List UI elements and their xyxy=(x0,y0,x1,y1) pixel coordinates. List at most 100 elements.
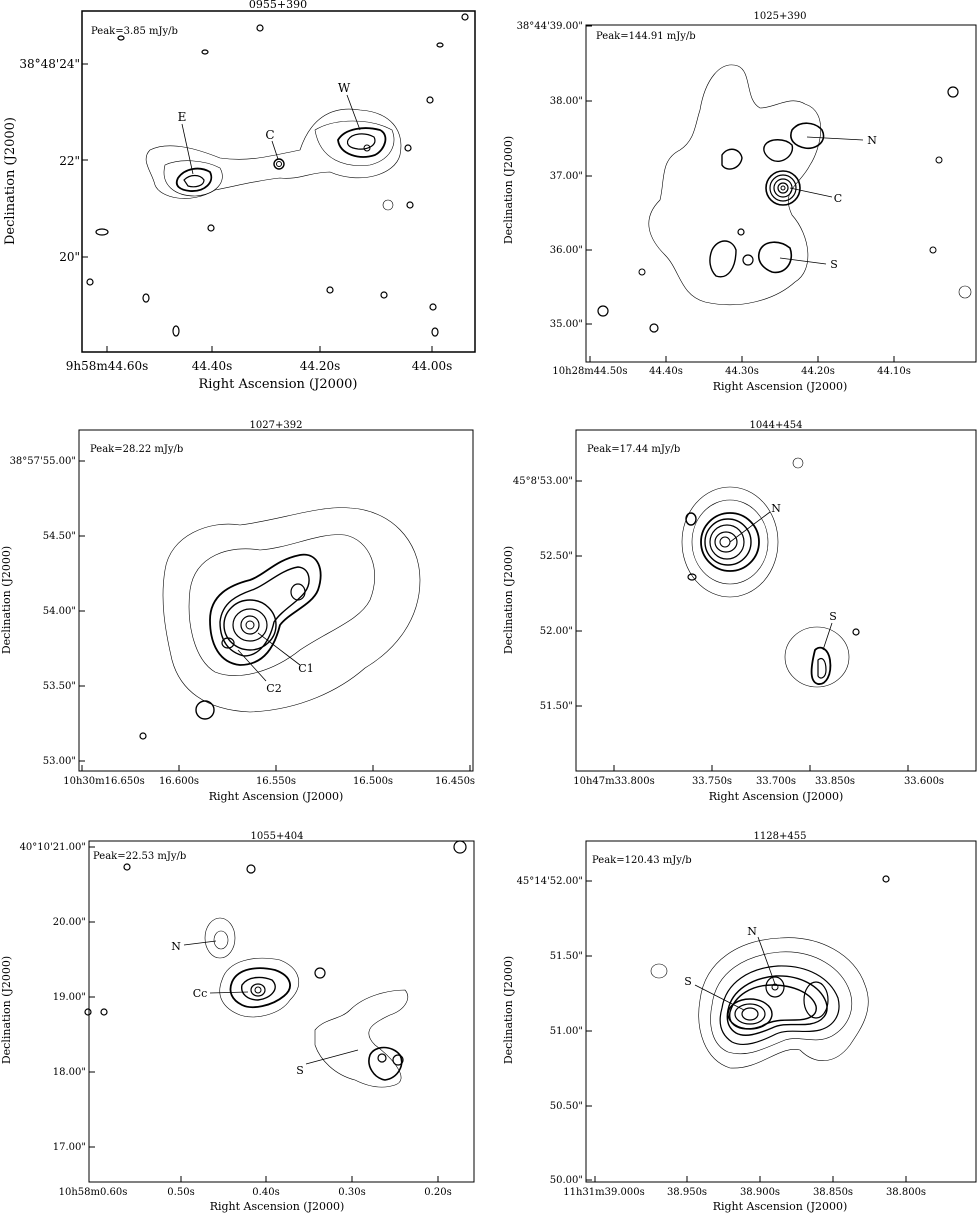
core-contour xyxy=(777,182,789,194)
noise-contour xyxy=(95,228,109,236)
noise-contour xyxy=(142,293,150,303)
component-s-contour xyxy=(810,646,832,685)
x-axis-label: Right Ascension (J2000) xyxy=(209,790,344,803)
noise-contour xyxy=(326,286,334,294)
noise-contour xyxy=(201,49,209,55)
core-contour xyxy=(769,174,797,202)
x-tick-label: 33.600s xyxy=(904,776,944,787)
noise-contour xyxy=(382,199,394,211)
outer-contour xyxy=(219,957,299,1018)
label-leaders xyxy=(181,94,361,175)
noise-contour xyxy=(461,13,469,21)
peak-label: Peak=28.22 mJy/b xyxy=(90,444,183,455)
y-tick-label: 54.00" xyxy=(43,606,76,617)
x-tick-label: 16.600s xyxy=(159,776,199,787)
plot-frame xyxy=(81,10,476,353)
noise-contour xyxy=(86,278,94,286)
y-tick-label: 20" xyxy=(59,250,80,264)
component-label: C xyxy=(265,128,274,142)
x-tick-label: 9h58m44.60s xyxy=(66,359,149,373)
x-tick-label: 10h28m44.50s xyxy=(552,366,627,377)
y-tick-label: 20.00" xyxy=(53,917,86,928)
noise-contour xyxy=(195,700,215,720)
component-n-contour xyxy=(204,917,236,959)
knot-contour xyxy=(803,981,829,1019)
y-tick-label: 35.00" xyxy=(550,319,583,330)
outer-contour xyxy=(162,507,421,713)
component-label: N xyxy=(771,502,781,515)
y-axis-label: Declination (J2000) xyxy=(502,956,515,1064)
x-tick-label: 0.20s xyxy=(424,1187,451,1198)
component-s-contour xyxy=(377,1053,387,1063)
outer-contour xyxy=(648,64,821,306)
component-label: S xyxy=(296,1064,304,1077)
x-tick-label: 44.00s xyxy=(412,359,453,373)
tick-marks xyxy=(88,846,439,1182)
component-label: S xyxy=(684,975,692,988)
x-tick-label: 10h30m16.650s xyxy=(63,776,145,787)
outer-contour xyxy=(188,534,375,676)
contour-map xyxy=(597,64,972,333)
component-n-contour xyxy=(790,122,825,150)
component-s-contour xyxy=(368,1046,403,1081)
component-n-contour xyxy=(765,976,785,998)
panel-title: 1055+404 xyxy=(251,831,304,842)
component-s-contour xyxy=(734,1003,766,1025)
blob-contour xyxy=(737,228,745,236)
x-tick-label: 38.800s xyxy=(886,1187,926,1198)
component-n-contour xyxy=(709,524,745,560)
component-label: C xyxy=(834,192,842,205)
tick-marks xyxy=(586,880,907,1182)
noise-contour xyxy=(436,42,444,48)
contour-map xyxy=(84,840,467,1088)
outer-contour xyxy=(710,951,852,1055)
outer-contour xyxy=(681,486,779,598)
noise-contour xyxy=(792,457,804,469)
x-tick-label: 0.30s xyxy=(338,1187,365,1198)
noise-contour xyxy=(597,305,609,317)
component-e-contour xyxy=(175,167,213,192)
plot-frame xyxy=(575,429,977,772)
contour-map xyxy=(139,507,421,740)
y-tick-label: 18.00" xyxy=(53,1067,86,1078)
inner-contour xyxy=(719,965,840,1046)
component-label: N xyxy=(171,940,181,953)
peak-label: Peak=144.91 mJy/b xyxy=(596,31,696,42)
panel-1128: 1128+455 Peak=120.43 mJy/b Right Ascensi… xyxy=(502,831,977,1213)
component-cc-contour xyxy=(241,976,276,1001)
noise-contour xyxy=(852,628,860,636)
noise-contour xyxy=(406,201,414,209)
noise-contour xyxy=(685,512,697,526)
y-tick-label: 52.00" xyxy=(540,626,573,637)
x-tick-label: 16.550s xyxy=(256,776,296,787)
panel-title: 1027+392 xyxy=(250,420,303,431)
panel-title: 1044+454 xyxy=(750,420,803,431)
x-tick-label: 38.900s xyxy=(740,1187,780,1198)
x-tick-label: 10h47m33.800s xyxy=(573,776,655,787)
tick-marks xyxy=(79,460,471,771)
component-n-contour xyxy=(700,512,760,572)
y-tick-label: 52.50" xyxy=(540,551,573,562)
x-axis-label: Right Ascension (J2000) xyxy=(713,380,848,393)
core-contour xyxy=(245,620,255,630)
noise-contour xyxy=(882,875,890,883)
core-contour xyxy=(765,170,801,206)
component-label: N xyxy=(867,134,877,147)
y-tick-label: 19.00" xyxy=(53,992,86,1003)
y-tick-label: 17.00" xyxy=(53,1142,86,1153)
y-tick-label: 36.00" xyxy=(550,245,583,256)
panel-title: 0955+390 xyxy=(249,0,307,11)
component-w-contour xyxy=(363,144,371,152)
y-axis-label: Declination (J2000) xyxy=(0,956,13,1064)
tick-marks xyxy=(82,63,433,352)
component-label: W xyxy=(338,81,351,95)
peak-label: Peak=120.43 mJy/b xyxy=(592,855,692,866)
noise-contour xyxy=(453,840,467,854)
component-w-contour xyxy=(337,127,387,158)
y-axis-label: Declination (J2000) xyxy=(502,136,515,244)
noise-contour xyxy=(649,323,659,333)
noise-contour xyxy=(638,268,646,276)
y-tick-label: 38°44'39.00" xyxy=(517,21,583,32)
label-leaders xyxy=(779,136,864,265)
y-tick-label: 54.50" xyxy=(43,531,76,542)
